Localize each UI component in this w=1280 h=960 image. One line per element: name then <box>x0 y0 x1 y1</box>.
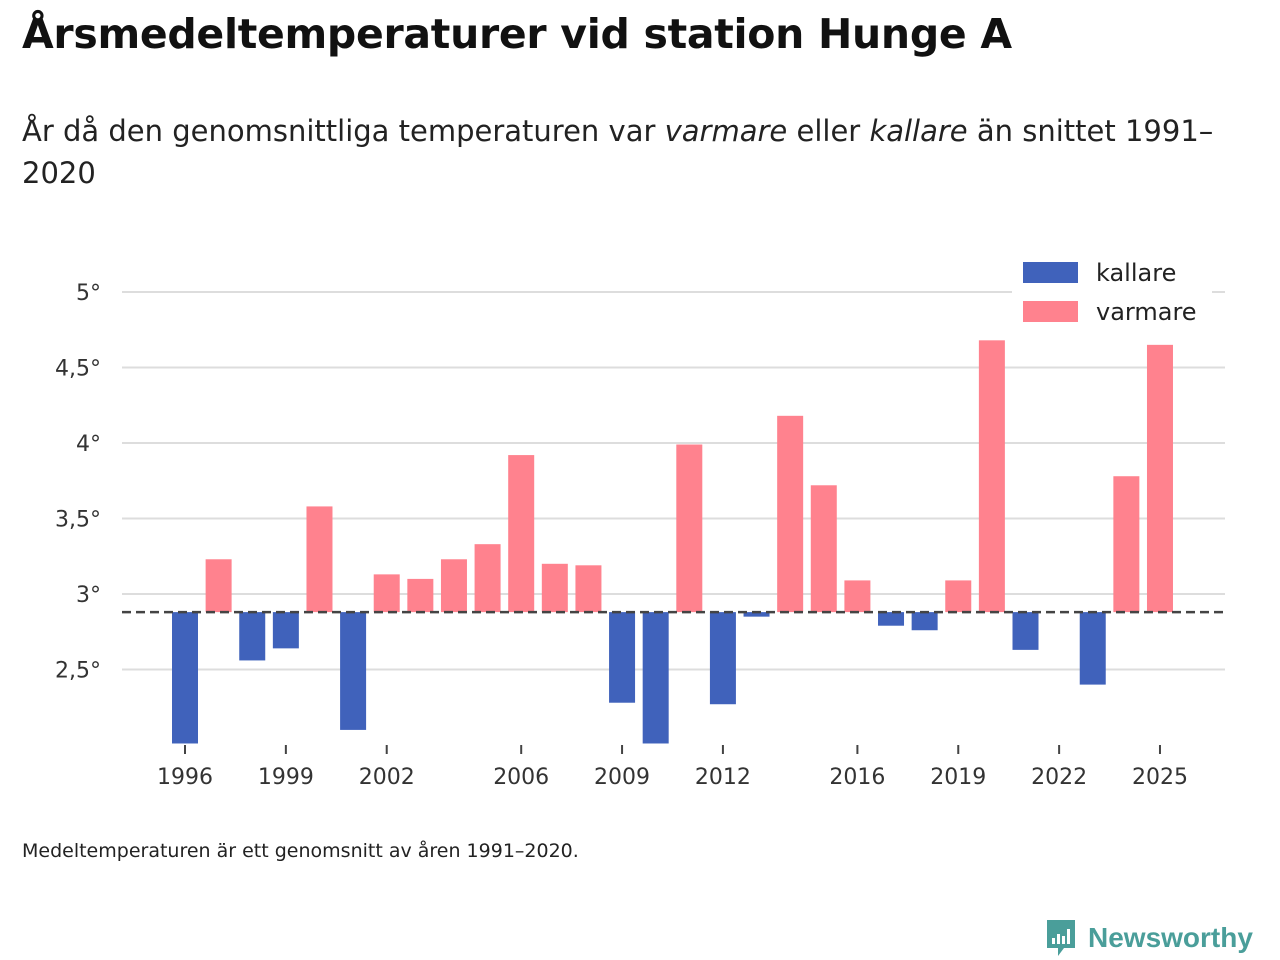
bar-2008 <box>575 565 602 613</box>
bar-2018 <box>911 612 938 631</box>
y-tick-label: 5° <box>76 281 101 306</box>
brand-name: Newsworthy <box>1088 922 1253 953</box>
legend-swatch-colder <box>1023 262 1078 283</box>
x-tick-label: 2022 <box>1031 765 1087 790</box>
legend-label-colder: kallare <box>1096 259 1176 287</box>
x-tick-label: 2006 <box>493 765 549 790</box>
chart-title: Årsmedeltemperaturer vid station Hunge A <box>22 10 1012 58</box>
x-tick-label: 2002 <box>359 765 415 790</box>
bar-1996 <box>172 612 198 744</box>
x-axis: 1996 1999 2002 2006 2009 2012 2016 2019 2022 2025 <box>157 745 1188 790</box>
bars <box>172 340 1173 744</box>
subtitle-part2: eller <box>787 114 870 148</box>
bar-2024 <box>1113 476 1140 613</box>
bar-2014 <box>777 415 804 613</box>
y-tick-label: 4,5° <box>55 357 101 382</box>
bar-2002 <box>373 574 400 613</box>
bar-chart: 2,5° 3° 3,5° 4° 4,5° 5° 1996 1999 2002 2006 2009 2… <box>55 254 1225 790</box>
bar-2005 <box>474 544 501 613</box>
x-tick-label: 2009 <box>594 765 650 790</box>
chart-subtitle: År då den genomsnittliga temperaturen va… <box>22 110 1242 194</box>
bar-2025 <box>1146 344 1173 613</box>
bar-2001 <box>340 612 367 730</box>
bar-1998 <box>239 612 266 661</box>
legend: kallare varmare <box>1012 254 1212 332</box>
bar-2016 <box>844 580 871 613</box>
y-tick-label: 3,5° <box>55 508 101 533</box>
legend-swatch-warmer <box>1023 301 1078 322</box>
footnote: Medeltemperaturen är ett genomsnitt av å… <box>22 840 579 862</box>
brand-logo: Newsworthy <box>1044 918 1253 958</box>
y-tick-label: 4° <box>76 432 101 457</box>
subtitle-warmer: varmare <box>664 114 788 148</box>
bar-2019 <box>945 580 972 613</box>
bar-2004 <box>440 559 467 613</box>
bar-2023 <box>1079 612 1106 685</box>
bar-2017 <box>878 612 905 626</box>
legend-label-warmer: varmare <box>1096 298 1197 326</box>
subtitle-part3: än snittet 1991–2020 <box>22 114 1214 190</box>
bar-2010 <box>642 612 669 744</box>
y-tick-label: 3° <box>76 583 101 608</box>
bar-2009 <box>609 612 636 703</box>
x-tick-label: 2025 <box>1132 765 1188 790</box>
bar-2013 <box>743 612 770 617</box>
bar-2011 <box>676 444 703 613</box>
x-tick-label: 1999 <box>258 765 314 790</box>
bar-1997 <box>205 559 232 613</box>
x-tick-label: 2012 <box>695 765 751 790</box>
bar-2020 <box>978 340 1005 613</box>
newsworthy-icon <box>1047 920 1075 956</box>
x-tick-label: 2019 <box>930 765 986 790</box>
bar-2015 <box>810 485 837 613</box>
bar-2000 <box>306 506 333 613</box>
x-tick-label: 1996 <box>157 765 213 790</box>
bar-2021 <box>1012 612 1039 650</box>
bar-2012 <box>709 612 736 705</box>
bar-2007 <box>541 563 568 613</box>
bar-2006 <box>508 455 535 613</box>
y-axis-labels: 2,5° 3° 3,5° 4° 4,5° 5° <box>55 281 101 684</box>
subtitle-part1: År då den genomsnittliga temperaturen va… <box>22 114 665 148</box>
bar-2003 <box>407 578 434 613</box>
bar-1999 <box>272 612 299 649</box>
subtitle-colder: kallare <box>869 114 968 148</box>
x-tick-label: 2016 <box>829 765 885 790</box>
y-tick-label: 2,5° <box>55 659 101 684</box>
